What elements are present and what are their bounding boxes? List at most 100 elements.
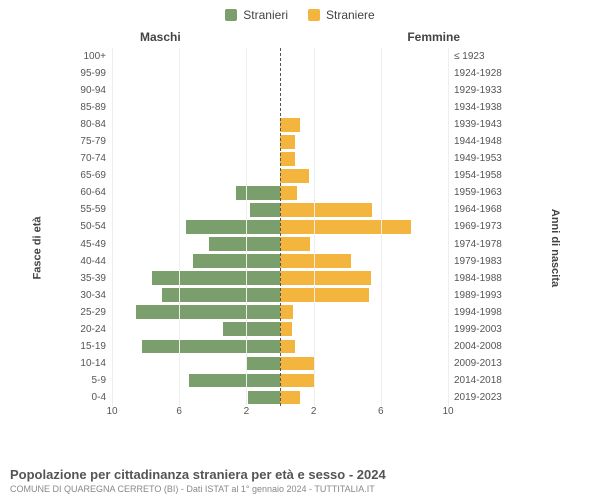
birth-year-tick: 1929-1933 (448, 85, 510, 96)
bar-pair (112, 99, 448, 116)
bar-female (280, 203, 372, 217)
bar-pair (112, 48, 448, 65)
x-axis-right: 2610 (280, 406, 448, 422)
x-tick: 10 (442, 406, 453, 417)
x-axis: 1062 2610 (112, 406, 448, 422)
age-tick: 10-14 (70, 358, 112, 369)
pyramid-row: 0-4 2019-2023 (70, 389, 510, 406)
age-tick: 80-84 (70, 119, 112, 130)
legend-item-male: Stranieri (225, 8, 288, 22)
bar-male (223, 322, 280, 336)
age-tick: 70-74 (70, 153, 112, 164)
bar-female (280, 322, 292, 336)
pyramid-row: 95-99 1924-1928 (70, 65, 510, 82)
pyramid-row: 90-941929-1933 (70, 82, 510, 99)
bar-male (142, 340, 280, 354)
plot: 100+≤ 192395-991924-192890-941929-193385… (70, 48, 510, 406)
bar-female (280, 357, 314, 371)
age-tick: 60-64 (70, 187, 112, 198)
bar-male (209, 237, 280, 251)
bar-female (280, 186, 297, 200)
age-tick: 25-29 (70, 307, 112, 318)
birth-year-tick: 2019-2023 (448, 392, 510, 403)
bar-female (280, 288, 369, 302)
bar-female (280, 391, 300, 405)
age-tick: 0-4 (70, 392, 112, 403)
pyramid-row: 70-74 1949-1953 (70, 150, 510, 167)
legend-swatch-male (225, 9, 237, 21)
pyramid-row: 30-34 1989-1993 (70, 287, 510, 304)
header-male: Maschi (140, 30, 181, 44)
x-tick: 2 (244, 406, 250, 417)
bar-female (280, 220, 411, 234)
legend-label-male: Stranieri (243, 8, 288, 22)
bar-male (162, 288, 280, 302)
bar-pair (112, 372, 448, 389)
bar-male (248, 391, 280, 405)
bar-pair (112, 355, 448, 372)
legend-label-female: Straniere (326, 8, 375, 22)
bar-female (280, 254, 351, 268)
birth-year-tick: ≤ 1923 (448, 51, 510, 62)
pyramid-row: 100+≤ 1923 (70, 48, 510, 65)
bar-pair (112, 150, 448, 167)
birth-year-tick: 1999-2003 (448, 324, 510, 335)
birth-year-tick: 1974-1978 (448, 239, 510, 250)
pyramid-row: 25-29 1994-1998 (70, 304, 510, 321)
bar-male (246, 357, 280, 371)
chart-subtitle: COMUNE DI QUAREGNA CERRETO (BI) - Dati I… (10, 484, 590, 494)
bar-pair (112, 184, 448, 201)
age-tick: 40-44 (70, 256, 112, 267)
birth-year-tick: 1964-1968 (448, 204, 510, 215)
bar-pair (112, 253, 448, 270)
age-tick: 15-19 (70, 341, 112, 352)
birth-year-tick: 1924-1928 (448, 68, 510, 79)
pyramid-row: 75-791944-1948 (70, 133, 510, 150)
bar-pair (112, 133, 448, 150)
bar-pair (112, 338, 448, 355)
bar-male (250, 203, 280, 217)
bar-female (280, 237, 310, 251)
birth-year-tick: 1949-1953 (448, 153, 510, 164)
bar-male (236, 186, 280, 200)
y-axis-title-right: Anni di nascita (549, 209, 561, 287)
birth-year-tick: 1969-1973 (448, 221, 510, 232)
pyramid-rows: 100+≤ 192395-991924-192890-941929-193385… (70, 48, 510, 406)
y-axis-title-left: Fasce di età (31, 217, 43, 280)
age-tick: 95-99 (70, 68, 112, 79)
chart-area: Fasce di età Anni di nascita 100+≤ 19239… (0, 48, 600, 448)
birth-year-tick: 2014-2018 (448, 375, 510, 386)
bar-pair (112, 201, 448, 218)
pyramid-row: 45-49 1974-1978 (70, 236, 510, 253)
pyramid-row: 80-84 1939-1943 (70, 116, 510, 133)
birth-year-tick: 1989-1993 (448, 290, 510, 301)
age-tick: 65-69 (70, 170, 112, 181)
bar-pair (112, 270, 448, 287)
x-tick: 2 (311, 406, 317, 417)
birth-year-tick: 1994-1998 (448, 307, 510, 318)
bar-female (280, 118, 300, 132)
pyramid-row: 55-591964-1968 (70, 201, 510, 218)
age-tick: 35-39 (70, 273, 112, 284)
bar-pair (112, 82, 448, 99)
pyramid-row: 5-92014-2018 (70, 372, 510, 389)
birth-year-tick: 1959-1963 (448, 187, 510, 198)
bar-pair (112, 389, 448, 406)
age-tick: 50-54 (70, 221, 112, 232)
pyramid-row: 10-142009-2013 (70, 355, 510, 372)
age-tick: 45-49 (70, 239, 112, 250)
bar-male (193, 254, 280, 268)
pyramid-row: 50-54 1969-1973 (70, 218, 510, 235)
footer: Popolazione per cittadinanza straniera p… (10, 467, 590, 494)
x-tick: 6 (176, 406, 182, 417)
x-axis-left: 1062 (112, 406, 280, 422)
age-tick: 30-34 (70, 290, 112, 301)
bar-pair (112, 321, 448, 338)
birth-year-tick: 1934-1938 (448, 102, 510, 113)
birth-year-tick: 1939-1943 (448, 119, 510, 130)
legend-item-female: Straniere (308, 8, 375, 22)
birth-year-tick: 1954-1958 (448, 170, 510, 181)
bar-pair (112, 167, 448, 184)
age-tick: 75-79 (70, 136, 112, 147)
pyramid-row: 65-69 1954-1958 (70, 167, 510, 184)
